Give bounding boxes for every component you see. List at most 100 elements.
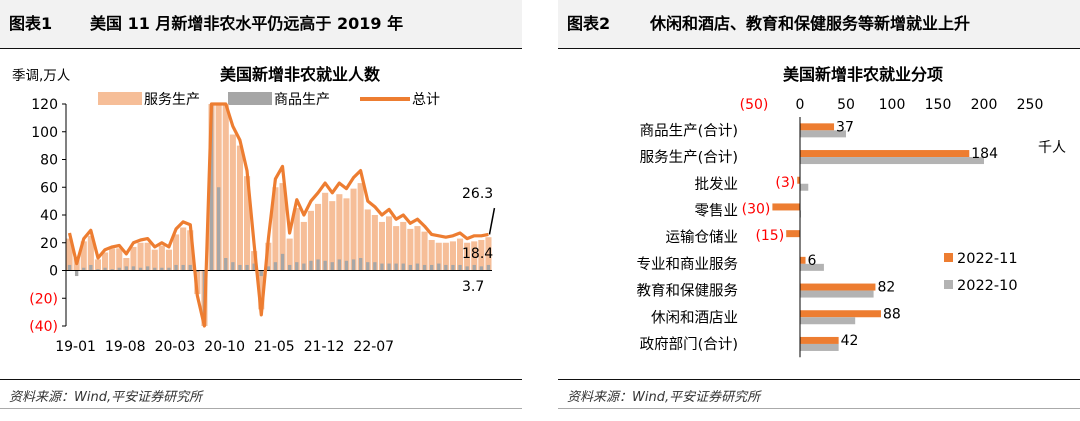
y-tick-label: 20 [40, 236, 58, 252]
bar-services [165, 249, 173, 271]
value-label: (30) [742, 201, 771, 217]
bar-services [336, 194, 343, 271]
bar-services [101, 252, 109, 271]
bar-goods [415, 263, 420, 271]
bar-services [364, 209, 371, 271]
bar-services [258, 270, 265, 310]
category-label: 零售业 [695, 202, 739, 219]
bar-services [307, 210, 315, 271]
bar-goods [74, 270, 79, 277]
bar-goods [330, 262, 334, 271]
bar-goods [153, 267, 157, 271]
x-tick-label: 100 [879, 97, 906, 113]
x-tick-label: 21-12 [304, 339, 345, 355]
bar-goods [465, 266, 469, 271]
bar-services [144, 242, 151, 271]
bar-goods [451, 264, 455, 271]
bar-services [428, 239, 435, 271]
bar-services [456, 238, 464, 271]
legend-swatch-2022-10 [944, 280, 953, 289]
bar-goods [110, 269, 114, 271]
bar-goods [309, 260, 313, 271]
y-tick-label: 60 [40, 180, 58, 196]
bar-goods [160, 267, 164, 271]
bar-services [279, 183, 286, 271]
bar-goods [174, 264, 178, 271]
bar-2022-11 [772, 203, 800, 211]
annotation-total: 26.3 [462, 186, 493, 202]
bar-services [180, 227, 187, 271]
bar-services [407, 228, 414, 271]
chart-title: 美国新增非农就业人数 [220, 65, 381, 84]
value-label: 37 [836, 119, 854, 135]
bar-services [80, 241, 87, 271]
footer-bottom-rule [558, 408, 1080, 409]
x-tick-label: 21-05 [254, 339, 295, 355]
bar-services [94, 259, 102, 271]
x-tick-label: 150 [925, 97, 952, 113]
x-tick-label: 20-03 [155, 339, 196, 355]
value-label: 42 [841, 333, 859, 349]
bar-2022-11 [797, 176, 800, 184]
bar-goods [231, 262, 235, 271]
bar-goods [252, 263, 256, 271]
bar-goods [444, 264, 448, 271]
x-tick-label: 22-07 [353, 339, 394, 355]
figure-tag: 图表2 [567, 14, 611, 33]
bar-services [343, 198, 350, 271]
bar-services [243, 176, 251, 271]
bar-services [272, 187, 279, 271]
bar-goods [224, 258, 228, 271]
bar-goods [131, 266, 136, 271]
bar-services [357, 183, 364, 271]
figure-title: 休闲和酒店、教育和保健服务等新增就业上升 [650, 14, 971, 33]
bar-services [116, 248, 123, 271]
bar-goods [117, 267, 121, 271]
legend-label-2022-11: 2022-11 [957, 251, 1018, 267]
bar-services [421, 231, 428, 271]
bar-services [329, 201, 336, 271]
bar-services [385, 216, 393, 271]
bar-services [172, 234, 180, 271]
bar-goods [323, 260, 327, 271]
bar-goods [344, 260, 349, 271]
y-tick-label: (20) [29, 291, 58, 307]
legend-swatch-2022-11 [944, 253, 953, 262]
bar-2022-10 [800, 290, 874, 298]
y-tick-label: 0 [49, 264, 58, 280]
bar-services [251, 251, 258, 271]
bar-goods [209, 104, 214, 271]
category-label: 政府部门(合计) [640, 336, 738, 353]
bar-goods [373, 262, 377, 271]
legend-swatch-services [98, 92, 142, 105]
bar-2022-10 [800, 157, 984, 165]
x-tick-label: 19-01 [55, 339, 96, 355]
bar-services [378, 221, 386, 271]
bar-services [478, 239, 485, 271]
x-tick-label: 0 [796, 97, 805, 113]
bar-goods [351, 259, 356, 271]
bar-goods [358, 258, 363, 271]
bar-goods [472, 264, 476, 271]
bar-services [137, 242, 144, 271]
panel-header: 图表1 美国 11 月新增非农水平仍远高于 2019 年 [0, 0, 522, 49]
category-label: 服务生产(合计) [640, 149, 738, 166]
bar-goods [422, 264, 427, 271]
bar-group [66, 104, 492, 326]
category-label: 运输仓储业 [666, 229, 739, 246]
bar-goods [380, 263, 384, 271]
category-label: 商品生产(合计) [640, 122, 738, 139]
bar-goods [437, 263, 441, 271]
legend-label-total: 总计 [412, 92, 440, 108]
annotation-leader [488, 207, 496, 235]
bar-services [414, 226, 421, 271]
bar-2022-11 [800, 123, 835, 131]
bar-goods [195, 270, 200, 272]
bar-goods [287, 264, 292, 271]
bar-2022-11 [800, 310, 881, 318]
bar-2022-11 [786, 230, 800, 238]
bar-goods [124, 266, 129, 271]
bar-services [400, 221, 407, 271]
y-tick-label: 80 [40, 153, 58, 169]
